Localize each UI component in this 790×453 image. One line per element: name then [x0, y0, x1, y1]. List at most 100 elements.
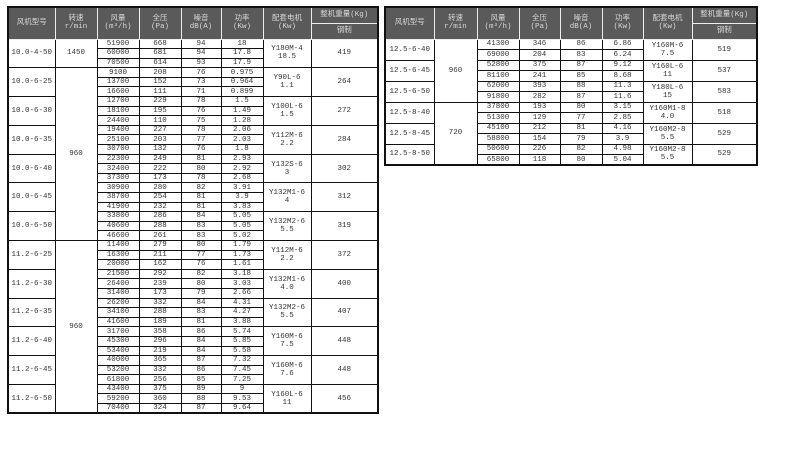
noise-value: 78: [180, 96, 222, 107]
airflow-value: 26400: [96, 278, 140, 289]
noise-value: 84: [180, 211, 222, 222]
airflow-value: 41900: [96, 202, 140, 213]
power-value: 1.73: [220, 250, 264, 261]
table-row: 59200 360 88 9.53: [8, 393, 378, 405]
weight-steel: 537: [691, 59, 758, 81]
noise-value: 84: [180, 346, 222, 357]
header-row: 风机型号 转速 r/min 风量 (m³/h) 全压 (Pa) 噪音 dB(A) 功率 (…: [7, 6, 379, 40]
weight-steel: 529: [691, 143, 758, 165]
noise-value: 84: [180, 297, 222, 309]
noise-value: 77: [559, 112, 603, 124]
power-value: 1.5: [220, 96, 264, 107]
power-value: 7.45: [220, 365, 264, 376]
power-value: 3.18: [220, 268, 264, 280]
power-value: 0.975: [220, 67, 264, 78]
pressure-value: 279: [138, 239, 182, 251]
power-value: 1.8: [220, 144, 264, 155]
header-model: 风机型号: [7, 6, 56, 40]
header-subrow: 钢制: [385, 22, 758, 40]
airflow-value: 11400: [96, 239, 140, 251]
fan-model: 12.5-6-50: [384, 80, 435, 102]
pressure-value: 204: [518, 49, 561, 61]
pressure-value: 132: [138, 144, 182, 155]
pressure-value: 375: [138, 383, 182, 395]
weight-steel: 407: [310, 297, 379, 327]
motor-model: Y132M2-6 5.5: [262, 297, 312, 327]
weight-steel: 456: [310, 383, 379, 414]
weight-steel: 519: [691, 38, 758, 60]
airflow-value: 81100: [476, 70, 520, 82]
table-row: 11.2-6-40 31700 358 86 5.74 Y160M-6 7.5 448: [7, 326, 379, 356]
table-row: 11.2-6-50 43400 375 89 9 Y160L-6 11 456: [7, 383, 379, 414]
noise-value: 73: [180, 77, 222, 88]
noise-value: 71: [180, 86, 222, 98]
noise-value: 76: [180, 106, 222, 117]
pressure-value: 614: [138, 58, 182, 69]
power-value: 9.53: [220, 393, 264, 405]
pressure-value: 332: [138, 365, 182, 376]
pressure-value: 211: [138, 250, 182, 261]
noise-value: 76: [180, 144, 222, 155]
pressure-value: 193: [518, 101, 561, 113]
airflow-value: 16600: [96, 86, 140, 98]
fan-model: 10.0-6-30: [7, 96, 56, 126]
noise-value: 81: [180, 202, 222, 213]
fan-model: 12.5-6-45: [384, 59, 435, 81]
noise-value: 93: [180, 58, 222, 69]
speed: 720: [433, 101, 478, 165]
pressure-value: 212: [518, 122, 561, 134]
motor-model: Y160M-6 7.6: [262, 355, 312, 385]
airflow-value: 61800: [96, 374, 140, 385]
airflow-value: 46600: [96, 230, 140, 241]
pressure-value: 358: [138, 326, 182, 337]
fan-model: 11.2-6-40: [7, 326, 56, 356]
weight-steel: 272: [310, 96, 379, 126]
pressure-value: 226: [518, 143, 561, 155]
airflow-value: 43400: [96, 383, 140, 395]
motor-model: Y132M1-6 4: [262, 182, 312, 212]
weight-steel: 448: [310, 355, 379, 385]
weight-steel: 312: [310, 182, 379, 212]
motor-model: Y100L-6 1.5: [262, 96, 312, 126]
fan-model: 10.0-6-25: [7, 67, 56, 97]
airflow-value: 18100: [96, 106, 140, 117]
table-row: 11.2-6-45 40000 365 87 7.32 Y160M-6 7.6 448: [7, 355, 379, 385]
noise-value: 94: [180, 48, 222, 59]
pressure-value: 219: [138, 346, 182, 357]
pressure-value: 288: [138, 307, 182, 318]
airflow-value: 45100: [476, 122, 520, 134]
header-pressure: 全压 (Pa): [138, 6, 182, 40]
header-motor: 配套电机 (Kw): [262, 6, 312, 40]
header-noise: 噪音 dB(A): [559, 6, 603, 40]
noise-value: 79: [559, 133, 603, 145]
pressure-value: 254: [138, 192, 182, 203]
noise-value: 80: [559, 154, 603, 166]
airflow-value: 38700: [96, 192, 140, 203]
power-value: 1.49: [220, 106, 264, 117]
power-value: 2.85: [601, 112, 644, 124]
fan-model: 11.2-6-25: [7, 239, 56, 270]
noise-value: 80: [559, 101, 603, 113]
power-value: 6.86: [601, 38, 644, 50]
speed: 960: [54, 239, 98, 414]
power-value: 6.24: [601, 49, 644, 61]
table-row: 11.2-6-25 960 11400 279 80 1.79 Y112M-6 2.2 372: [7, 239, 379, 414]
airflow-value: 58800: [476, 133, 520, 145]
airflow-value: 59200: [96, 393, 140, 405]
power-value: 5.05: [220, 221, 264, 232]
table-row: 12.5-8-50 50600 226 82 4.98 Y160M2-8 5.5 529: [384, 143, 758, 165]
noise-value: 88: [559, 80, 603, 92]
noise-value: 82: [180, 268, 222, 280]
table-row: 45300 296 84 5.85: [8, 336, 378, 347]
power-value: 4.98: [601, 143, 644, 155]
noise-value: 87: [559, 59, 603, 71]
power-value: 5.02: [220, 230, 264, 241]
header-airflow: 风量 (m³/h): [96, 6, 140, 40]
power-value: 4.27: [220, 307, 264, 318]
airflow-value: 62000: [476, 80, 520, 92]
table-row: 10.0-6-30 12700 229 78 1.5 Y100L-6 1.5 272: [7, 96, 379, 126]
header-weight-steel: 钢制: [310, 22, 379, 40]
pressure-value: 232: [138, 202, 182, 213]
airflow-value: 37800: [476, 101, 520, 113]
noise-value: 81: [559, 122, 603, 134]
